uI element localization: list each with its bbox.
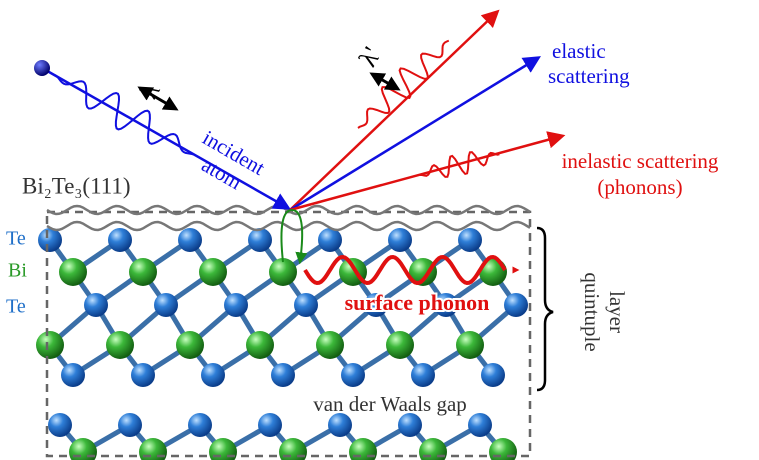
bi-atom [269,258,297,286]
surface-phonon-wave [305,257,505,283]
te-atom [84,293,108,317]
incident-atom [34,60,50,76]
bi-atom [456,331,484,359]
te-atom [271,363,295,387]
te-atom [318,228,342,252]
lambda-prime-label: λ' [353,42,387,71]
bi-atom [386,331,414,359]
te-atom [388,228,412,252]
surface-label: Bi₂Te₃(111) [22,173,131,198]
te-atom [248,228,272,252]
te-atom [108,228,132,252]
figure: λ λ' incident atom elastic scattering in… [0,0,759,460]
bi-atom [316,331,344,359]
te-atom [38,228,62,252]
bi-atom [129,258,157,286]
te-atom [258,413,282,437]
te-atom [398,413,422,437]
layer-label: Te [6,296,26,318]
layer-label: Bi [8,260,27,282]
te-atom [61,363,85,387]
quintuple-label: layer [605,291,629,333]
gap-label: van der Waals gap [313,392,467,416]
bi-atom [36,331,64,359]
bi-atom [106,331,134,359]
diffracted-beam [290,12,497,210]
elastic-label: elastic [552,39,606,63]
bi-atom [199,258,227,286]
te-atom [188,413,212,437]
te-atom [504,293,528,317]
brace [537,228,553,390]
te-atom [118,413,142,437]
inelastic-label: inelastic scattering [562,149,719,173]
surface-phonon-label: surface phonon [345,290,490,315]
te-atom [294,293,318,317]
bi-atom [246,331,274,359]
inelastic-label: (phonons) [597,175,682,199]
elastic-beam [290,58,538,210]
layer-label: Te [6,228,26,250]
elastic-label: scattering [548,64,630,88]
te-atom [458,228,482,252]
te-atom [328,413,352,437]
te-atom [201,363,225,387]
te-atom [411,363,435,387]
te-atom [481,363,505,387]
inelastic-beam [290,136,562,210]
te-atom [154,293,178,317]
te-atom [131,363,155,387]
quintuple-label: quintuple [580,272,604,351]
lambda-label: λ [134,78,166,104]
interaction-arrow [281,210,302,262]
te-atom [178,228,202,252]
bi-atom [176,331,204,359]
te-atom [224,293,248,317]
te-atom [468,413,492,437]
te-atom [48,413,72,437]
te-atom [341,363,365,387]
lattice [36,228,528,460]
bi-atom [59,258,87,286]
